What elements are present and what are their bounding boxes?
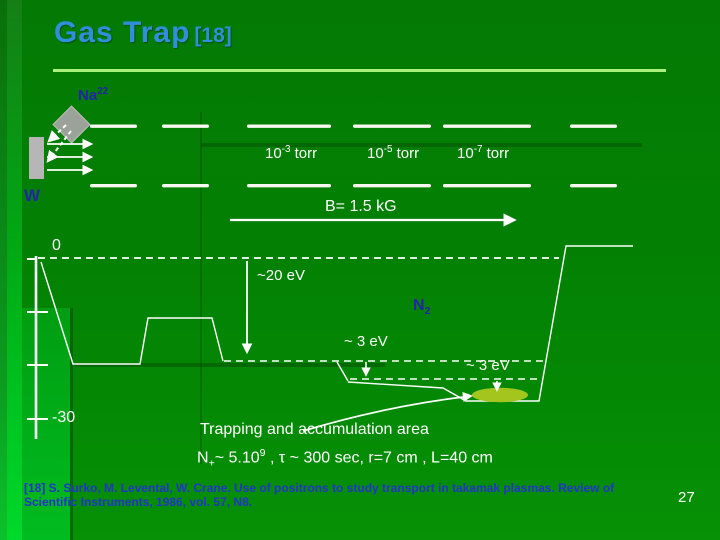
positron-cloud-ellipse [472,387,528,403]
citation-line2: Scientific Instruments, 1986, vol. 57, N… [24,495,253,509]
bg-left-strip [7,0,22,540]
beta-dashed-arrows [46,124,72,163]
source-label: Na22 [78,86,109,104]
bg-column-shadow [70,308,73,540]
axis-ticks [27,258,48,420]
slide-title: Gas Trap [18] [54,16,232,50]
potential-step [336,361,349,382]
slide-title-ref: [18] [194,24,232,47]
bg-vertical-shadow [200,112,202,464]
axis-minus30-label: -30 [52,409,76,426]
electrode-row-bottom [90,184,617,188]
plasma-parameters: N+~ 5.109 , τ ~ 300 sec, r=7 cm , L=40 c… [197,447,493,470]
axis-zero-label: 0 [52,237,61,254]
positron-beam-arrows [47,138,94,176]
well-depth-label: ~20 eV [257,267,305,284]
citation-line1: [18] S. Surko, M. Levental, W. Crane. Us… [24,481,615,495]
electrode-row-top [90,124,617,128]
trap-area-label: Trapping and accumulation area [200,421,429,438]
pressure-label-2: 10-5 torr [367,144,420,162]
b-field-label: B= 1.5 kG [325,198,397,215]
moderator-label: W [24,186,41,205]
bg-bottom-left-column [22,308,70,540]
step1-label: ~ 3 eV [344,333,388,350]
slide-title-text: Gas Trap [54,16,191,49]
pressure-label-1: 10-3 torr [265,144,318,162]
bg-horizontal-shadow-lower [74,363,385,367]
potential-curve-left [40,261,224,365]
title-divider-line [53,69,666,72]
potential-curve-right [347,245,633,402]
trap-annotation-arrow [302,391,474,432]
moderator-plate [29,137,44,179]
pressure-label-3: 10-7 torr [457,144,510,162]
page-number: 27 [678,489,695,506]
bg-left-edge [0,0,7,540]
gas-label: N2 [413,297,431,318]
bg-horizontal-shadow-upper [201,143,642,147]
